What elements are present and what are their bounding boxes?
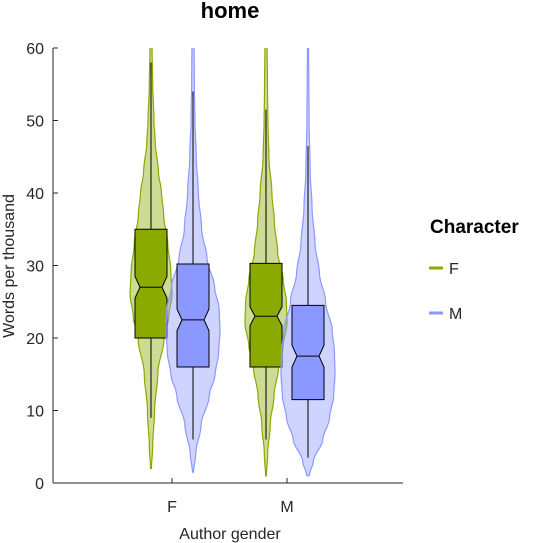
box-f-m (249, 262, 283, 368)
box-f-f (134, 228, 168, 339)
x-tick-label: M (280, 499, 293, 516)
x-axis-title: Author gender (179, 526, 281, 543)
box-m-f (176, 263, 210, 368)
y-tick-label: 0 (35, 476, 44, 493)
legend: Character F M (429, 217, 519, 323)
legend-title: Character (430, 217, 519, 238)
y-tick-label: 40 (26, 186, 44, 203)
y-tick-label: 50 (26, 114, 44, 131)
legend-label-f: F (449, 261, 459, 278)
y-tick-label: 20 (26, 331, 44, 348)
x-tick-label: F (167, 499, 177, 516)
legend-label-m: M (449, 306, 462, 323)
plot-area (129, 48, 336, 477)
chart-title: home (201, 0, 260, 23)
y-tick-label: 10 (26, 404, 44, 421)
box-m-m (291, 304, 325, 401)
y-tick-label: 30 (26, 259, 44, 276)
y-axis-title: Words per thousand (1, 194, 18, 338)
plot-marks (129, 48, 336, 477)
axes: 0 10 20 30 40 50 60 F M (26, 41, 403, 516)
y-tick-label: 60 (26, 41, 44, 58)
